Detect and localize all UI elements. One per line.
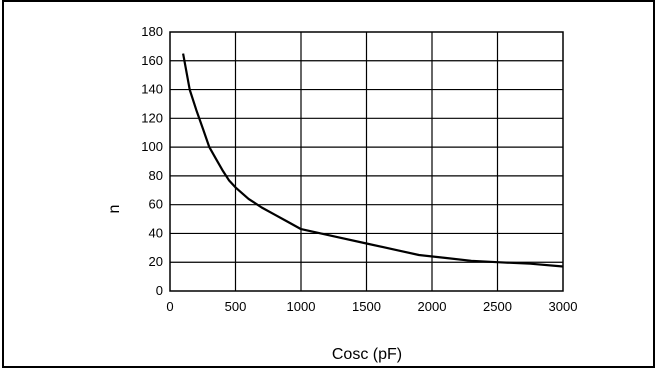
y-tick-label-4: 80 [149, 168, 163, 183]
y-tick-labels: 0 20 40 60 80 100 120 140 160 180 [141, 24, 163, 298]
plot-area-border [169, 31, 564, 292]
x-tick-label-6: 3000 [549, 299, 578, 314]
x-tick-label-2: 1000 [287, 299, 316, 314]
y-tick-label-7: 140 [141, 82, 163, 97]
y-tick-label-9: 180 [141, 24, 163, 39]
y-tick-label-3: 60 [149, 197, 163, 212]
y-tick-label-8: 160 [141, 53, 163, 68]
series-line [182, 53, 564, 268]
y-axis-label: n [106, 205, 123, 214]
y-tick-label-6: 120 [141, 110, 163, 125]
x-tick-label-3: 1500 [352, 299, 381, 314]
x-tick-labels: 0 500 1000 1500 2000 2500 3000 [166, 299, 577, 314]
x-tick-label-0: 0 [166, 299, 173, 314]
x-tick-label-4: 2000 [418, 299, 447, 314]
grid [170, 32, 563, 291]
y-tick-label-5: 100 [141, 139, 163, 154]
y-tick-label-2: 40 [149, 225, 163, 240]
x-tick-label-1: 500 [225, 299, 247, 314]
y-tick-label-0: 0 [156, 283, 163, 298]
y-tick-label-1: 20 [149, 254, 163, 269]
x-tick-label-5: 2500 [483, 299, 512, 314]
x-axis-label: Cosc (pF) [332, 346, 402, 363]
